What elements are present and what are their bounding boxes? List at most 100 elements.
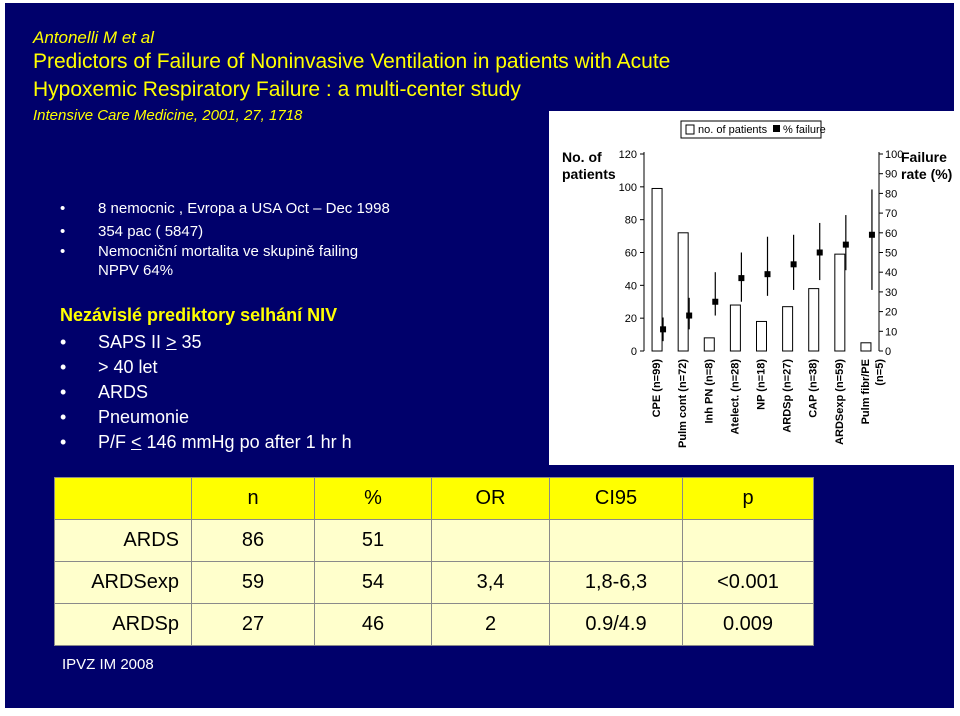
table-row: ARDS 86 51 bbox=[54, 519, 814, 562]
right-axis-tick-label: 30 bbox=[885, 287, 897, 299]
table-header-row: n % OR CI95 p bbox=[54, 477, 814, 520]
table-cell bbox=[549, 519, 683, 562]
chart-plot: 0 20 40 60 80 100 120 0 10 20 30 40 50 60 70 80 90 100 CPE… bbox=[619, 149, 904, 448]
bullet-dot: • bbox=[60, 332, 67, 352]
table-row: ARDSexp 59 54 3,4 1,8-6,3 <0.001 bbox=[54, 561, 814, 604]
left-axis-tick-label: 60 bbox=[625, 248, 637, 260]
right-axis-tick-label: 100 bbox=[885, 149, 903, 161]
predictor-text: ARDS bbox=[98, 382, 149, 402]
chart-legend: no. of patients % failure bbox=[680, 120, 826, 139]
patients-bar bbox=[808, 288, 820, 352]
left-axis-label-line1: No. of bbox=[562, 149, 602, 165]
predictor-text: P/F < 146 mmHg po after 1 hr h bbox=[98, 432, 352, 453]
bullet-dot: • bbox=[60, 407, 67, 427]
category-label: Atelect. (n=28) bbox=[729, 359, 741, 435]
predictor-text: SAPS II > 35 bbox=[98, 332, 202, 353]
table-header-cell: % bbox=[314, 477, 432, 520]
patients-bar bbox=[782, 306, 794, 352]
predictor-text-underlined: > bbox=[166, 332, 177, 352]
predictor-text: Pneumonie bbox=[98, 407, 190, 427]
table-cell: 0.009 bbox=[682, 603, 814, 646]
statistics-table: n % OR CI95 p ARDS 86 51 ARDSexp 59 54 3… bbox=[54, 477, 814, 646]
patients-bar bbox=[703, 337, 715, 352]
right-axis-tick-label: 60 bbox=[885, 228, 897, 240]
table-cell-group: ARDSp bbox=[54, 603, 192, 646]
category-label: (n=5) bbox=[874, 359, 886, 386]
table-row: ARDSp 27 46 2 0.9/4.9 0.009 bbox=[54, 603, 814, 646]
failure-rate-marker bbox=[686, 312, 693, 319]
right-axis-tick-label: 0 bbox=[885, 346, 891, 358]
title-line-1: Predictors of Failure of Noninvasive Ven… bbox=[33, 50, 671, 73]
predictor-text: > 40 let bbox=[98, 357, 158, 377]
table-header-cell: n bbox=[191, 477, 315, 520]
predictor-text-pre: SAPS II bbox=[98, 332, 167, 352]
legend-bar-label: no. of patients bbox=[698, 124, 768, 136]
table-cell: 86 bbox=[191, 519, 315, 562]
category-label: ARDSp (n=27) bbox=[782, 359, 794, 433]
patients-bar bbox=[756, 320, 767, 352]
table-header-cell bbox=[54, 477, 192, 520]
bullet-dot: • bbox=[60, 243, 66, 260]
left-axis-tick-label: 0 bbox=[631, 346, 637, 358]
right-axis-tick-label: 70 bbox=[885, 208, 897, 220]
right-axis-tick-label: 80 bbox=[885, 188, 897, 200]
table-cell bbox=[431, 519, 550, 562]
intro-bullet-text: 354 pac ( 5847) bbox=[98, 223, 204, 240]
intro-bullet-text: NPPV 64% bbox=[98, 262, 174, 279]
left-axis-tick-label: 120 bbox=[619, 149, 637, 161]
right-axis-tick-label: 40 bbox=[885, 267, 897, 279]
table-cell: 1,8-6,3 bbox=[549, 561, 683, 604]
table-cell: 0.9/4.9 bbox=[549, 603, 683, 646]
table-cell bbox=[682, 519, 814, 562]
patients-bar bbox=[729, 304, 741, 352]
table-cell: 51 bbox=[314, 519, 432, 562]
legend-bar-swatch bbox=[685, 124, 695, 135]
failure-rate-marker bbox=[660, 326, 667, 333]
failure-rate-chart: no. of patients % failure No. of patient… bbox=[549, 111, 959, 465]
left-axis-tick-label: 100 bbox=[619, 182, 637, 194]
legend-marker-swatch bbox=[773, 125, 780, 132]
table-cell: 27 bbox=[191, 603, 315, 646]
chart-svg: no. of patients % failure No. of patient… bbox=[562, 120, 952, 448]
bullet-dot: • bbox=[60, 357, 67, 377]
title-line-2: Hypoxemic Respiratory Failure : a multi-… bbox=[33, 78, 521, 101]
failure-rate-marker bbox=[790, 261, 797, 268]
left-axis-tick-label: 80 bbox=[625, 215, 637, 227]
predictor-text-post: 35 bbox=[176, 332, 202, 352]
predictor-text-underlined: < bbox=[131, 432, 142, 452]
failure-rate-marker bbox=[842, 241, 849, 248]
bullet-dot: • bbox=[60, 200, 66, 217]
left-axis-label-line2: patients bbox=[562, 166, 616, 182]
legend-marker-label: % failure bbox=[783, 124, 826, 136]
table-cell: 2 bbox=[431, 603, 550, 646]
left-axis-tick-label: 20 bbox=[625, 313, 637, 325]
table-cell: 3,4 bbox=[431, 561, 550, 604]
patients-bar bbox=[834, 253, 846, 352]
bullet-dot: • bbox=[60, 223, 66, 240]
intro-bullet-text: 8 nemocnic , Evropa a USA Oct – Dec 1998 bbox=[98, 200, 390, 217]
legend-box bbox=[680, 120, 822, 139]
table-header-cell: OR bbox=[431, 477, 550, 520]
right-axis-tick-label: 50 bbox=[885, 248, 897, 260]
failure-rate-marker bbox=[764, 271, 771, 278]
right-axis-label-line2: rate (%) bbox=[901, 166, 952, 182]
right-axis-label-line1: Failure bbox=[901, 149, 947, 165]
table-cell: 46 bbox=[314, 603, 432, 646]
patients-bar bbox=[677, 232, 689, 352]
patients-bar bbox=[651, 187, 663, 352]
table-cell-group: ARDS bbox=[54, 519, 192, 562]
failure-rate-marker bbox=[738, 275, 745, 282]
table-cell: <0.001 bbox=[682, 561, 814, 604]
category-label: NP (n=18) bbox=[756, 359, 768, 410]
patients-bar bbox=[860, 342, 872, 352]
category-label: Inh PN (n=8) bbox=[703, 359, 715, 424]
predictor-text-post: 146 mmHg po after 1 hr h bbox=[141, 432, 352, 452]
bullet-dot: • bbox=[60, 382, 67, 402]
failure-rate-marker bbox=[868, 231, 875, 238]
predictor-text-pre: P/F bbox=[98, 432, 132, 452]
footer-label: IPVZ IM 2008 bbox=[62, 656, 154, 673]
table-cell: 59 bbox=[191, 561, 315, 604]
table-cell: 54 bbox=[314, 561, 432, 604]
category-label: Pulm fibr/PE bbox=[860, 359, 872, 424]
